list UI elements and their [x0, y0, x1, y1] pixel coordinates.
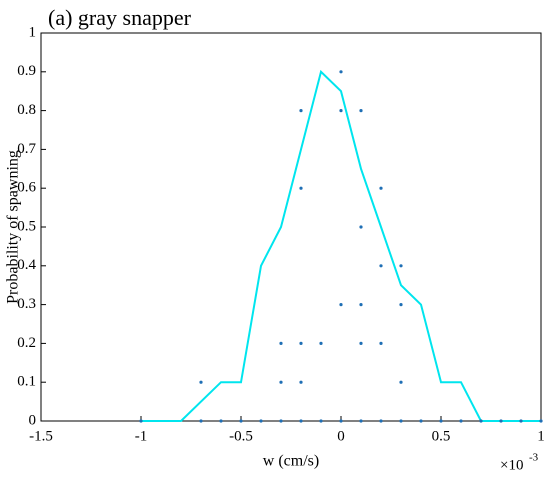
- data-point: [399, 264, 403, 268]
- chart-title: (a) gray snapper: [48, 5, 192, 30]
- data-point: [519, 419, 523, 423]
- data-point: [419, 419, 423, 423]
- data-point: [139, 419, 143, 423]
- data-point: [279, 341, 283, 345]
- y-tick-label: 0.1: [17, 374, 36, 390]
- data-point: [339, 419, 343, 423]
- data-point: [539, 419, 543, 423]
- data-point: [299, 109, 303, 113]
- data-point: [379, 186, 383, 190]
- x-axis-label: w (cm/s): [263, 453, 319, 470]
- x-tick-label: -1.5: [29, 428, 53, 444]
- data-point: [339, 109, 343, 113]
- data-point: [319, 341, 323, 345]
- y-tick-label: 0.3: [17, 296, 36, 312]
- data-point: [359, 225, 363, 229]
- y-tick-label: 0.4: [17, 257, 36, 273]
- data-point: [239, 419, 243, 423]
- data-point: [299, 419, 303, 423]
- data-point: [199, 380, 203, 384]
- data-point: [399, 380, 403, 384]
- y-tick-label: 0.2: [17, 335, 36, 351]
- data-point: [379, 419, 383, 423]
- x-tick-label: -0.5: [229, 428, 253, 444]
- data-point: [359, 303, 363, 307]
- y-tick-label: 0.7: [17, 141, 36, 157]
- y-tick-label: 0: [29, 412, 37, 428]
- plot-frame: [40, 32, 542, 422]
- data-point: [359, 109, 363, 113]
- data-point: [379, 341, 383, 345]
- data-point: [339, 70, 343, 74]
- data-point: [219, 419, 223, 423]
- data-point: [359, 341, 363, 345]
- data-line: [141, 69, 541, 422]
- x-multiplier-exponent: -3: [529, 452, 539, 464]
- y-axis-label: Probability of spawning: [5, 150, 22, 304]
- y-tick-label: 0.9: [17, 63, 36, 79]
- y-tick-label: 0.5: [17, 218, 36, 234]
- data-point: [499, 419, 503, 423]
- data-point: [199, 419, 203, 423]
- x-multiplier: ×10: [500, 457, 523, 473]
- x-tick-label: 0.5: [432, 428, 451, 444]
- data-point: [259, 419, 263, 423]
- y-tick-label: 0.8: [17, 102, 36, 118]
- data-point: [279, 380, 283, 384]
- y-tick-label: 0.6: [17, 180, 36, 196]
- data-point: [399, 303, 403, 307]
- data-point: [359, 419, 363, 423]
- data-point: [339, 303, 343, 307]
- x-tick-label: 1: [537, 428, 545, 444]
- x-tick-label: 0: [337, 428, 345, 444]
- data-point: [379, 264, 383, 268]
- data-point: [319, 419, 323, 423]
- data-point: [299, 380, 303, 384]
- data-point: [299, 186, 303, 190]
- data-point: [439, 419, 443, 423]
- data-point: [279, 419, 283, 423]
- data-point: [399, 419, 403, 423]
- data-point: [459, 419, 463, 423]
- data-point: [299, 341, 303, 345]
- y-tick-label: 1: [29, 24, 37, 40]
- x-tick-label: -1: [135, 428, 148, 444]
- data-point: [479, 419, 483, 423]
